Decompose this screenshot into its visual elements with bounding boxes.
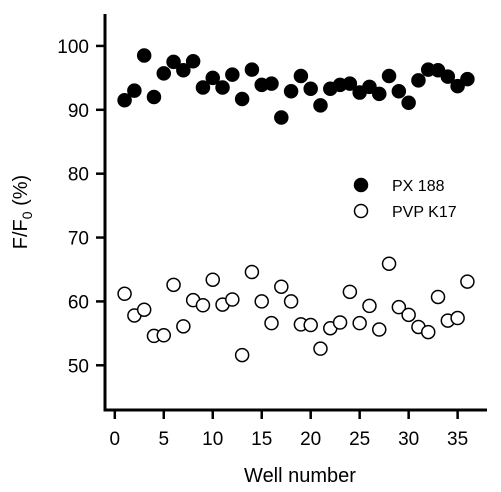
y-tick-label: 60 [68, 292, 89, 313]
data-point [391, 84, 407, 99]
x-tick-label: 30 [398, 429, 419, 450]
legend-marker-px188 [353, 177, 369, 193]
data-point [362, 298, 377, 314]
data-point [225, 292, 240, 307]
data-point [430, 289, 446, 305]
data-point [313, 98, 328, 113]
data-point [136, 48, 152, 63]
legend: PX 188 PVP K17 [353, 177, 457, 221]
data-point [401, 95, 416, 111]
data-point [460, 274, 475, 289]
series-1 [117, 256, 475, 363]
x-tick-label: 25 [349, 429, 370, 450]
data-point [205, 272, 220, 287]
y-axis-label-unit: (%) [10, 175, 32, 212]
data-point [450, 78, 465, 94]
data-point [283, 294, 299, 309]
x-tick-label: 35 [447, 429, 468, 450]
y-tick-label: 90 [68, 101, 89, 122]
x-ticks: 0 5 10 15 20 25 30 35 [110, 410, 468, 450]
data-point [342, 284, 358, 300]
data-point [156, 66, 172, 81]
data-point [303, 81, 318, 96]
data-point [381, 256, 397, 271]
data-point [234, 91, 250, 107]
series-0 [117, 48, 475, 125]
data-point [234, 347, 250, 363]
legend-marker-pvpk17 [353, 203, 369, 219]
data-point [136, 302, 152, 317]
data-point [274, 110, 289, 125]
data-point [166, 277, 181, 293]
series-layer [117, 48, 475, 363]
data-point [244, 62, 260, 77]
y-axis-label: F/F0 (%) [10, 175, 35, 249]
y-ticks: 50 60 70 80 90 100 [57, 37, 105, 377]
data-point [195, 80, 211, 95]
data-point [381, 68, 397, 84]
axes [103, 14, 487, 412]
data-point [460, 71, 475, 87]
data-point [166, 54, 181, 70]
x-tick-label: 20 [300, 429, 321, 450]
data-point [332, 315, 348, 330]
y-tick-label: 70 [68, 229, 89, 250]
y-tick-label: 80 [68, 165, 89, 186]
data-point [450, 310, 465, 326]
x-tick-label: 5 [158, 429, 169, 450]
x-tick-label: 10 [202, 429, 223, 450]
x-tick-label: 0 [110, 429, 121, 450]
data-point [225, 67, 240, 82]
data-point [156, 328, 172, 343]
data-point [195, 298, 211, 313]
data-point [185, 54, 201, 69]
legend-label-px188: PX 188 [392, 178, 445, 195]
data-point [362, 79, 377, 95]
data-point [391, 299, 407, 315]
data-point [372, 322, 387, 337]
data-point [117, 92, 132, 108]
data-point [205, 70, 220, 86]
data-point [283, 84, 299, 99]
data-point [274, 279, 289, 294]
data-point [411, 73, 426, 88]
data-point [440, 69, 456, 84]
data-point [293, 68, 309, 84]
data-point [176, 62, 191, 78]
y-tick-label: 100 [57, 37, 89, 58]
data-point [117, 286, 132, 302]
data-point [244, 264, 260, 280]
legend-label-pvpk17: PVP K17 [392, 204, 457, 221]
data-point [176, 319, 191, 334]
data-point [313, 341, 328, 356]
data-point [303, 317, 318, 333]
x-tick-label: 15 [251, 429, 272, 450]
data-point [372, 86, 387, 102]
data-point [342, 76, 358, 91]
x-axis-label: Well number [244, 465, 356, 487]
data-point [401, 307, 416, 323]
data-point [215, 80, 230, 95]
data-point [264, 315, 279, 331]
data-point [420, 324, 436, 340]
data-point [146, 89, 162, 105]
data-point [254, 294, 269, 309]
y-axis-label-main: F/F [10, 219, 32, 249]
data-point [352, 315, 367, 331]
y-tick-label: 50 [68, 356, 89, 377]
y-axis-label-subscript: 0 [19, 211, 35, 219]
data-point [264, 76, 279, 91]
data-point [127, 83, 142, 98]
